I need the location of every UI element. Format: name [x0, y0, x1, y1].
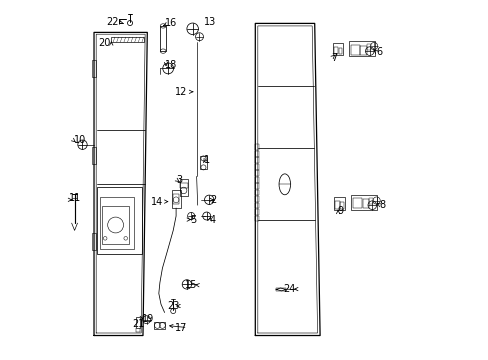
Text: 5: 5 [189, 215, 196, 225]
Text: 24: 24 [283, 284, 295, 294]
Text: 23: 23 [167, 301, 179, 311]
Bar [332, 43, 343, 55]
Bar [340, 202, 343, 209]
Text: 11: 11 [69, 193, 81, 203]
Bar [350, 195, 376, 210]
Bar [96, 187, 141, 254]
Bar [348, 41, 374, 56]
Bar [362, 199, 368, 208]
Bar [254, 196, 258, 202]
Bar [335, 201, 339, 209]
Bar [179, 179, 187, 196]
Bar [179, 183, 187, 188]
Bar [154, 322, 165, 329]
Bar [173, 194, 179, 204]
Text: 18: 18 [165, 60, 177, 70]
Bar [254, 151, 258, 157]
Bar [254, 170, 258, 176]
Text: 22: 22 [106, 17, 118, 27]
Text: 9: 9 [337, 206, 343, 216]
Bar [254, 216, 258, 221]
Bar [100, 197, 134, 249]
Text: 7: 7 [330, 53, 336, 63]
Bar [366, 44, 370, 50]
Text: 4: 4 [209, 215, 215, 225]
Text: 10: 10 [73, 135, 85, 145]
Text: 6: 6 [375, 47, 381, 57]
Bar [160, 26, 166, 51]
Bar [111, 37, 144, 42]
Bar [254, 209, 258, 215]
Bar [350, 45, 359, 55]
Text: 19: 19 [142, 314, 154, 324]
Text: 12: 12 [175, 87, 187, 97]
Bar [200, 156, 206, 169]
Text: 3: 3 [176, 175, 182, 185]
Text: 16: 16 [165, 18, 177, 28]
Text: 20: 20 [98, 38, 110, 48]
Bar [368, 198, 372, 204]
Bar [92, 147, 96, 164]
Bar [254, 164, 258, 170]
Bar [254, 190, 258, 195]
Bar [333, 197, 344, 210]
Bar [92, 233, 96, 250]
Bar [92, 60, 96, 77]
Bar [171, 190, 181, 208]
Bar [254, 183, 258, 189]
Text: 8: 8 [379, 200, 385, 210]
Bar [338, 48, 342, 54]
Text: 2: 2 [210, 195, 216, 205]
Bar [254, 203, 258, 208]
Bar [102, 206, 129, 244]
Bar [352, 198, 361, 208]
Text: 17: 17 [174, 323, 186, 333]
Text: 15: 15 [185, 280, 197, 290]
Bar [254, 157, 258, 163]
Text: 1: 1 [204, 155, 210, 165]
Bar [333, 47, 337, 54]
Bar [254, 144, 258, 150]
Bar [360, 46, 366, 55]
Text: 13: 13 [204, 17, 216, 27]
Bar [254, 177, 258, 183]
Text: 14: 14 [151, 197, 163, 207]
Text: 21: 21 [132, 319, 144, 329]
Bar [136, 317, 140, 328]
Bar [276, 288, 285, 291]
